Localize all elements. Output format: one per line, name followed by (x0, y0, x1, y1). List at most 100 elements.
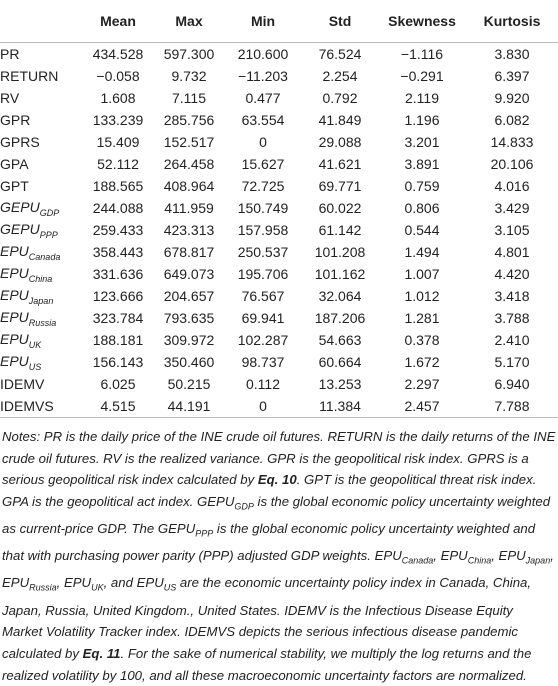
table-row: GPA 52.112 264.458 15.627 41.621 3.891 20.106 (0, 153, 558, 175)
header-row: Mean Max Min Std Skewness Kurtosis (0, 0, 558, 43)
label-text: RV (0, 90, 20, 106)
label-text: PR (0, 46, 20, 62)
cell: 0.544 (404, 222, 440, 238)
cell: 69.941 (241, 310, 285, 326)
cell: 5.170 (494, 354, 530, 370)
row-label: RV (0, 87, 82, 109)
row-label: RETURN (0, 65, 82, 87)
cell: 29.088 (318, 134, 362, 150)
cell: 101.162 (314, 266, 366, 282)
cell: 61.142 (318, 222, 362, 238)
cell: 0.759 (404, 178, 440, 194)
label-subscript: Russia (28, 317, 57, 328)
label-text: GEPU (0, 220, 40, 237)
cell: 597.300 (163, 46, 215, 62)
cell: 150.749 (237, 200, 289, 216)
label-text: GPT (0, 178, 29, 194)
cell: 0.806 (404, 200, 440, 216)
table-row: EPUUK 188.181 309.972 102.287 54.663 0.378 2.4… (0, 329, 558, 351)
cell: 285.756 (163, 112, 215, 128)
column-header: Kurtosis (466, 0, 558, 43)
cell: 101.208 (314, 244, 366, 260)
row-label: EPUUK (0, 329, 82, 351)
cell: 434.528 (92, 46, 144, 62)
row-label: PR (0, 43, 82, 66)
note-text: , EPU (491, 548, 526, 564)
cell: 14.833 (490, 134, 534, 150)
cell: 678.817 (163, 244, 215, 260)
column-header: Max (154, 0, 224, 43)
cell: 44.191 (154, 395, 224, 418)
cell: 1.196 (404, 112, 440, 128)
table-row: EPUChina 331.636 649.073 195.706 101.162 1.00… (0, 263, 558, 285)
cell: 50.215 (167, 376, 211, 392)
cell: 7.788 (466, 395, 558, 418)
table-row: IDEMVS 4.515 44.191 0 11.384 2.457 7.788 (0, 395, 558, 418)
note-text: is the global economic policy uncertaint… (2, 493, 551, 537)
cell: 2.457 (378, 395, 466, 418)
cell: 3.830 (494, 46, 530, 62)
column-header: Std (302, 0, 378, 43)
cell: 156.143 (92, 354, 144, 370)
cell: 244.088 (92, 200, 144, 216)
row-label: GPR (0, 109, 82, 131)
cell: 32.064 (318, 288, 362, 304)
row-label: EPUChina (0, 263, 82, 285)
cell: 411.959 (164, 200, 214, 216)
cell: 2.254 (322, 68, 358, 84)
cell: 0.792 (322, 90, 358, 106)
table-row: EPUJapan 123.666 204.657 76.567 32.064 1.012 3… (0, 285, 558, 307)
label-subscript: China (28, 273, 53, 284)
note-subscript: GDP (234, 501, 254, 512)
label-subscript: US (28, 361, 42, 372)
cell: 0.378 (404, 332, 440, 348)
cell: 54.663 (318, 332, 362, 348)
note-subscript: PPP (195, 528, 214, 539)
label-text: EPU (0, 264, 29, 281)
label-subscript: UK (28, 339, 42, 350)
note-subscript: Japan (525, 555, 551, 566)
cell: 76.567 (241, 288, 285, 304)
cell: 195.706 (237, 266, 289, 282)
cell: 7.115 (172, 90, 206, 106)
row-label: GPA (0, 153, 82, 175)
table-row: GPR 133.239 285.756 63.554 41.849 1.196 6.082 (0, 109, 558, 131)
note-bold: Eq. 10 (257, 472, 297, 488)
label-text: GPRS (0, 134, 40, 150)
cell: 98.737 (241, 354, 285, 370)
label-text: GPA (0, 156, 29, 172)
cell: −0.291 (400, 68, 444, 84)
table-row: GPT 188.565 408.964 72.725 69.771 0.759 4.016 (0, 175, 558, 197)
cell: 123.666 (92, 288, 144, 304)
cell: 188.565 (92, 178, 144, 194)
note-subscript: US (163, 583, 177, 594)
note-text: are the economic uncertainty policy inde… (2, 575, 532, 661)
label-text: EPU (0, 242, 29, 259)
cell: 250.537 (237, 244, 289, 260)
cell: 423.313 (163, 222, 215, 238)
cell: 1.012 (404, 288, 440, 304)
note-bold: Eq. 11 (82, 645, 121, 661)
note-text: , EPU (2, 548, 554, 591)
label-text: GEPU (0, 198, 40, 215)
cell: 63.554 (241, 112, 285, 128)
label-text: EPU (0, 308, 29, 325)
cell: 76.524 (318, 46, 362, 62)
label-text: EPU (0, 352, 29, 369)
cell: 210.600 (237, 46, 289, 62)
cell: 323.784 (92, 310, 144, 326)
cell: 152.517 (163, 134, 215, 150)
cell: 1.608 (100, 90, 136, 106)
note-subscript: China (467, 555, 492, 566)
cell: 259.433 (92, 222, 144, 238)
cell: −1.116 (400, 46, 444, 62)
cell: 2.297 (404, 376, 440, 392)
label-subscript: PPP (39, 229, 58, 240)
cell: 157.958 (237, 222, 289, 238)
cell: 0.112 (246, 376, 280, 392)
cell: 1.281 (404, 310, 440, 326)
column-header: Min (224, 0, 302, 43)
cell: 408.964 (163, 178, 215, 194)
cell: 60.664 (318, 354, 362, 370)
label-text: EPU (0, 286, 29, 303)
